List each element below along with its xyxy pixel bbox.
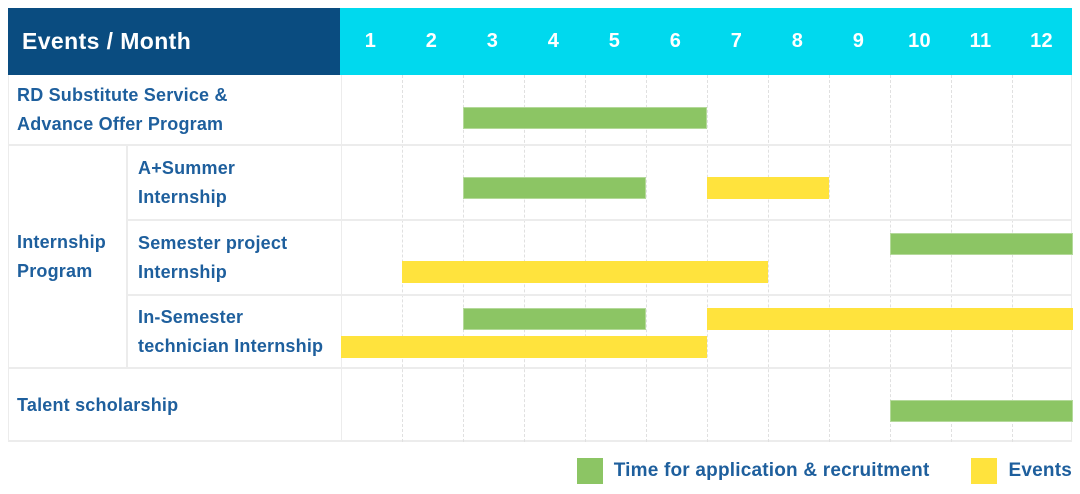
green-legend-swatch bbox=[576, 458, 603, 484]
row-label-semester-project: Semester project Internship bbox=[138, 232, 288, 282]
row-border bbox=[126, 294, 1071, 296]
month-gridline bbox=[463, 75, 464, 442]
event-period-bar-in-semester-technician bbox=[707, 308, 1073, 330]
application-period-bar-rd-substitute bbox=[463, 107, 707, 129]
month-gridline bbox=[890, 75, 891, 442]
month-gridline bbox=[524, 75, 525, 442]
legend: Time for application & recruitment Event… bbox=[0, 454, 1072, 488]
month-header-cell-1: 1 bbox=[364, 30, 377, 52]
month-gridline bbox=[707, 75, 708, 442]
row-border bbox=[126, 219, 1071, 221]
label-column-divider bbox=[341, 75, 342, 442]
month-header-cell-9: 9 bbox=[852, 30, 865, 52]
month-gridline bbox=[402, 75, 403, 442]
event-period-bar-in-semester-technician bbox=[341, 336, 707, 358]
legend-label-application: Time for application & recruitment bbox=[613, 460, 930, 481]
table-header-row: Events / Month 1 2 3 4 5 6 7 8 9 10 11 12 bbox=[8, 8, 1072, 75]
events-month-header-label: Events / Month bbox=[22, 28, 192, 54]
legend-item-application: Time for application & recruitment bbox=[576, 458, 930, 484]
events-month-header-cell: Events / Month bbox=[8, 8, 340, 75]
application-period-bar-a-plus-summer bbox=[463, 177, 646, 199]
application-period-bar-talent-scholarship bbox=[890, 400, 1073, 422]
gantt-body: Internship Program RD Substitute Service … bbox=[8, 75, 1073, 442]
row-label-a-plus-summer: A+Summer Internship bbox=[138, 157, 236, 207]
month-gridline bbox=[951, 75, 952, 442]
row-label-in-semester-technician: In-Semester technician Internship bbox=[138, 306, 324, 356]
row-label-rd-substitute: RD Substitute Service & Advance Offer Pr… bbox=[17, 85, 228, 134]
row-border bbox=[9, 144, 1071, 146]
month-header-cell-12: 12 bbox=[1030, 30, 1053, 52]
month-gridline bbox=[1012, 75, 1013, 442]
application-period-bar-semester-project bbox=[890, 233, 1073, 255]
legend-label-events: Events bbox=[1008, 460, 1072, 481]
row-label-talent-scholarship: Talent scholarship bbox=[17, 394, 179, 415]
internship-group-divider bbox=[126, 145, 128, 368]
month-header-cell-2: 2 bbox=[425, 30, 438, 52]
event-period-bar-a-plus-summer bbox=[707, 177, 829, 199]
event-period-bar-semester-project bbox=[402, 261, 768, 283]
month-gridline bbox=[829, 75, 830, 442]
month-header-strip: 1 2 3 4 5 6 7 8 9 10 11 12 bbox=[340, 8, 1072, 75]
legend-item-events: Events bbox=[971, 458, 1072, 484]
month-header-cell-4: 4 bbox=[547, 30, 560, 52]
row-border bbox=[9, 367, 1071, 369]
month-header-cell-6: 6 bbox=[669, 30, 682, 52]
row-label-internship-program: Internship Program bbox=[17, 231, 107, 281]
month-gridline bbox=[646, 75, 647, 442]
month-header-cell-11: 11 bbox=[969, 30, 992, 52]
month-header-cell-10: 10 bbox=[908, 30, 931, 52]
month-gridline bbox=[768, 75, 769, 442]
month-header-cell-7: 7 bbox=[730, 30, 743, 52]
month-header-cell-3: 3 bbox=[486, 30, 499, 52]
yellow-legend-swatch bbox=[971, 458, 998, 484]
month-header-cell-5: 5 bbox=[608, 30, 621, 52]
gantt-table: Events / Month 1 2 3 4 5 6 7 8 9 10 11 12 Internshi… bbox=[8, 8, 1073, 442]
month-header-cell-8: 8 bbox=[791, 30, 804, 52]
application-period-bar-in-semester-technician bbox=[463, 308, 646, 330]
month-gridline bbox=[585, 75, 586, 442]
